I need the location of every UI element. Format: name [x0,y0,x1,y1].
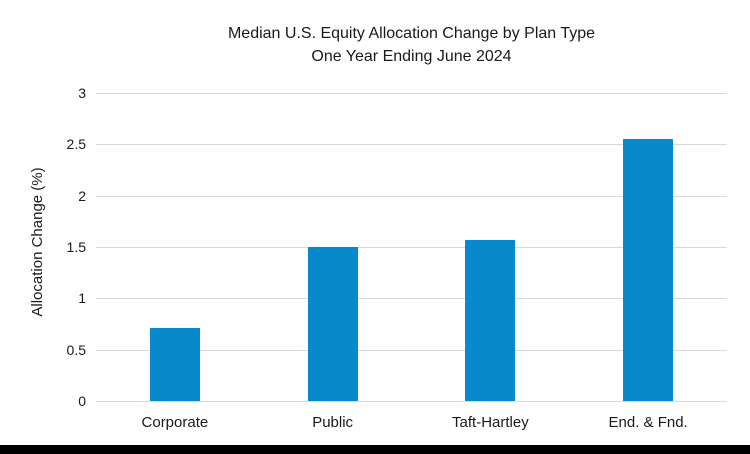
gridline-y-0.5 [96,349,727,351]
category-label-corporate: Corporate [141,414,209,431]
gridline-y-2 [96,195,727,197]
bar-taft-hartley [465,239,516,401]
bar-corporate [149,328,200,401]
chart-title-block: Median U.S. Equity Allocation Change by … [96,22,727,68]
y-tick-label-2: 2 [78,187,86,204]
gridline-y-1 [96,298,727,300]
gridline-y-0 [96,401,727,402]
bar-public [307,247,358,401]
y-tick-label-2.5: 2.5 [66,136,86,153]
footer-bar [0,445,750,454]
plot-area [96,93,727,402]
chart-title: Median U.S. Equity Allocation Change by … [227,25,596,42]
y-tick-label-1: 1 [78,290,86,307]
bar-end-fnd [623,139,674,401]
chart-subtitle: One Year Ending June 2024 [311,48,512,65]
y-tick-label-0: 0 [78,393,86,409]
gridline-y-2.5 [96,144,727,146]
category-label-taft-hartley: Taft-Hartley [452,414,529,431]
y-tick-label-1.5: 1.5 [66,239,86,255]
gridline-y-3 [96,93,727,94]
y-tick-label-0.5: 0.5 [66,341,86,358]
y-tick-label-3: 3 [78,85,86,101]
gridline-y-1.5 [96,247,727,248]
category-label-end-fnd: End. & Fnd. [608,414,688,431]
category-label-public: Public [312,414,354,431]
